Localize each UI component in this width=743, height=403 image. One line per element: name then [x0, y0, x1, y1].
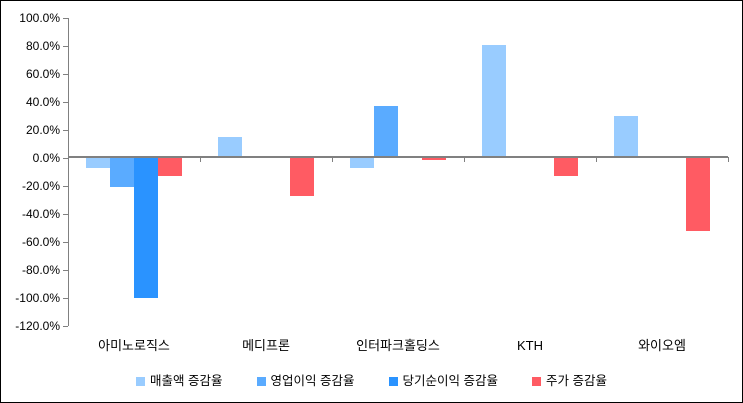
x-axis-category-label: 아미노로직스 — [98, 338, 170, 353]
x-axis-tick — [200, 157, 201, 162]
y-axis-tick-label: 80.0% — [25, 39, 60, 53]
bar — [614, 116, 638, 158]
x-axis-tick — [68, 157, 69, 162]
bar — [422, 158, 446, 160]
y-axis-tick — [63, 270, 68, 271]
bar — [290, 158, 314, 196]
legend-label: 당기순이익 증감율 — [402, 374, 498, 388]
bar — [554, 158, 578, 176]
bar — [218, 137, 242, 158]
y-axis-tick — [63, 186, 68, 187]
y-axis-tick-label: 0.0% — [32, 151, 60, 165]
legend-item: 매출액 증감율 — [136, 374, 223, 389]
legend-item: 당기순이익 증감율 — [388, 374, 498, 389]
bar — [86, 158, 110, 168]
legend-label: 주가 증감율 — [545, 374, 607, 388]
y-axis-tick-label: -40.0% — [21, 207, 60, 221]
x-axis-tick — [596, 157, 597, 162]
legend: 매출액 증감율 영업이익 증감율 당기순이익 증감율 주가 증감율 — [1, 374, 742, 389]
y-axis-tick — [63, 298, 68, 299]
bar — [350, 158, 374, 168]
bar — [482, 45, 506, 158]
y-axis-tick — [63, 242, 68, 243]
y-axis-tick — [63, 130, 68, 131]
y-axis-tick-label: -60.0% — [21, 235, 60, 249]
legend-swatch-icon — [256, 377, 266, 386]
y-axis-tick-label: -80.0% — [21, 263, 60, 277]
x-axis-category-label: 인터파크홀딩스 — [356, 338, 440, 353]
x-axis-tick — [464, 157, 465, 162]
bar — [110, 158, 134, 187]
legend-swatch-icon — [388, 377, 398, 386]
y-axis-tick-label: 100.0% — [19, 11, 60, 25]
x-axis-tick — [728, 157, 729, 162]
legend-label: 매출액 증감율 — [150, 374, 223, 388]
y-axis-line — [68, 18, 69, 326]
x-axis-category-label: KTH — [517, 338, 543, 353]
legend-swatch-icon — [531, 377, 541, 386]
y-axis-tick-label: 60.0% — [25, 67, 60, 81]
y-axis-tick — [63, 46, 68, 47]
legend-item: 주가 증감율 — [531, 374, 607, 389]
y-axis-tick — [63, 102, 68, 103]
y-axis-tick-label: 40.0% — [25, 95, 60, 109]
y-axis-tick-label: -20.0% — [21, 179, 60, 193]
y-axis-tick — [63, 18, 68, 19]
bar — [374, 106, 398, 158]
y-axis-tick-label: -100.0% — [15, 291, 60, 305]
legend-label: 영업이익 증감율 — [270, 374, 355, 388]
y-axis-tick-label: 20.0% — [25, 123, 60, 137]
x-axis-line — [68, 156, 728, 158]
y-axis-tick — [63, 74, 68, 75]
legend-swatch-icon — [136, 377, 146, 386]
y-axis-tick — [63, 158, 68, 159]
x-axis-category-label: 와이오엠 — [638, 338, 686, 353]
x-axis-tick — [332, 157, 333, 162]
bar — [686, 158, 710, 231]
y-axis-tick — [63, 326, 68, 327]
bar — [134, 158, 158, 298]
bar — [158, 158, 182, 176]
y-axis-tick — [63, 214, 68, 215]
y-axis-tick-label: -120.0% — [15, 319, 60, 333]
legend-item: 영업이익 증감율 — [256, 374, 355, 389]
x-axis-category-label: 메디프론 — [242, 338, 290, 353]
